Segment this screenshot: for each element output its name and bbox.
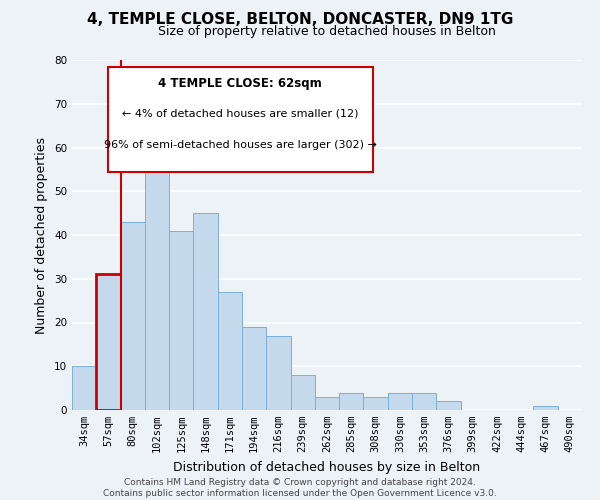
Bar	[96, 274, 121, 410]
Bar	[339, 392, 364, 410]
Bar	[72, 366, 96, 410]
Text: 96% of semi-detached houses are larger (302) →: 96% of semi-detached houses are larger (…	[104, 140, 377, 150]
Text: 4 TEMPLE CLOSE: 62sqm: 4 TEMPLE CLOSE: 62sqm	[158, 78, 322, 90]
Bar	[169, 230, 193, 410]
Bar	[364, 397, 388, 410]
Y-axis label: Number of detached properties: Number of detached properties	[35, 136, 49, 334]
Bar	[242, 327, 266, 410]
Bar	[193, 213, 218, 410]
Text: 4, TEMPLE CLOSE, BELTON, DONCASTER, DN9 1TG: 4, TEMPLE CLOSE, BELTON, DONCASTER, DN9 …	[87, 12, 513, 28]
Bar	[412, 392, 436, 410]
Bar	[145, 148, 169, 410]
Title: Size of property relative to detached houses in Belton: Size of property relative to detached ho…	[158, 25, 496, 38]
FancyBboxPatch shape	[108, 67, 373, 172]
Bar	[290, 375, 315, 410]
Bar	[388, 392, 412, 410]
Text: ← 4% of detached houses are smaller (12): ← 4% of detached houses are smaller (12)	[122, 109, 359, 119]
Bar	[266, 336, 290, 410]
Text: Contains HM Land Registry data © Crown copyright and database right 2024.
Contai: Contains HM Land Registry data © Crown c…	[103, 478, 497, 498]
Bar	[436, 401, 461, 410]
Bar	[533, 406, 558, 410]
Bar	[315, 397, 339, 410]
Bar	[121, 222, 145, 410]
X-axis label: Distribution of detached houses by size in Belton: Distribution of detached houses by size …	[173, 460, 481, 473]
Bar	[218, 292, 242, 410]
